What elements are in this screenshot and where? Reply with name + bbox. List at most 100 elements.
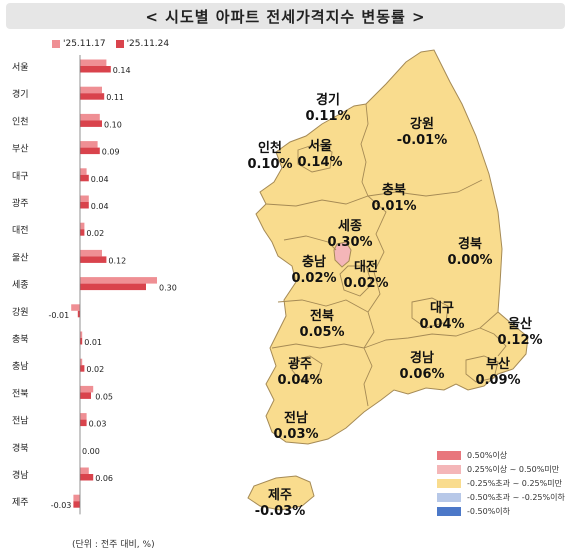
bar-curr — [80, 419, 87, 427]
map-region-value-seoul: 0.14% — [297, 155, 342, 170]
map-legend-item: -0.50%초과 ~ -0.25%이하 — [437, 490, 565, 504]
bar-curr — [80, 365, 85, 372]
border-busan — [465, 355, 499, 383]
data-label: 0.00 — [82, 447, 100, 456]
map-region-value-busan: 0.09% — [475, 373, 520, 388]
unit-note: (단위 : 전주 대비, %) — [72, 540, 155, 550]
legend-label-prev: '25.11.17 — [63, 39, 106, 49]
bar-curr — [80, 202, 89, 209]
map-legend-label: 0.50%이상 — [467, 450, 508, 460]
map-legend-swatch — [437, 450, 461, 460]
map-region-sejong — [333, 241, 352, 268]
border-gyeonggi-gangwon — [360, 103, 369, 197]
bar-legend: '25.11.17 '25.11.24 — [52, 39, 169, 49]
map-legend-label: -0.25%초과 ~ 0.25%미만 — [467, 478, 562, 488]
bar-prev — [80, 385, 94, 393]
data-label: -0.01 — [48, 311, 69, 320]
legend-label-curr: '25.11.24 — [126, 39, 170, 49]
bar-curr — [73, 501, 80, 508]
map-region-name-sejong: 세종 — [338, 219, 362, 234]
map-region-value-gyeongbuk: 0.00% — [447, 253, 492, 268]
data-label: 0.11 — [106, 93, 124, 102]
map-region-value-ulsan: 0.12% — [497, 333, 542, 348]
map-legend-label: -0.50%초과 ~ -0.25%이하 — [467, 492, 565, 502]
category-label: 인천 — [12, 116, 29, 127]
legend-swatch-curr — [115, 40, 124, 48]
category-label: 경기 — [12, 88, 29, 100]
category-label: 충북 — [12, 334, 29, 345]
map-region-value-gangwon: -0.01% — [397, 133, 448, 148]
map-region-name-gyeonggi: 경기 — [316, 92, 340, 108]
category-label: 세종 — [12, 280, 29, 291]
data-label: 0.01 — [84, 338, 102, 347]
bar-prev — [80, 222, 85, 230]
bar-prev — [80, 331, 83, 338]
map-legend-swatch — [437, 506, 461, 516]
category-label: 경남 — [12, 469, 29, 481]
map-region-value-jeju: -0.03% — [255, 504, 306, 519]
data-label: 0.10 — [104, 120, 122, 129]
bar-prev — [80, 86, 102, 94]
border-gyeongnam-jeonnam — [363, 347, 373, 407]
map-region-name-daejeon: 대전 — [354, 259, 378, 275]
bar-prev — [80, 195, 89, 202]
map-region-name-chungbuk: 충북 — [382, 182, 406, 198]
border-chungnam-chungbuk — [283, 235, 337, 251]
border-ulsan — [479, 327, 507, 357]
map-region-name-jeonbuk: 전북 — [310, 308, 334, 324]
border-seoul — [297, 143, 333, 173]
map-region-name-daegu: 대구 — [430, 301, 454, 316]
map-region-value-gyeonggi: 0.11% — [305, 109, 350, 124]
bar-curr — [80, 256, 107, 263]
data-label: -0.03 — [51, 501, 72, 510]
map-legend-item: 0.25%이상 ~ 0.50%미만 — [437, 462, 565, 476]
map-legend: 0.50%이상 0.25%이상 ~ 0.50%미만 -0.25%초과 ~ 0.25%… — [437, 448, 565, 518]
bar-curr — [80, 392, 91, 399]
map-region-name-busan: 부산 — [486, 356, 510, 372]
category-label: 강원 — [12, 307, 29, 318]
map-region-name-gwangju: 광주 — [288, 357, 312, 372]
map-region-value-daejeon: 0.02% — [343, 276, 388, 291]
bar-prev — [80, 358, 83, 366]
map-legend-swatch — [437, 492, 461, 502]
bar-curr — [80, 174, 89, 182]
legend-swatch-prev — [52, 40, 60, 48]
category-label: 전남 — [12, 416, 29, 427]
bar-chart: 서울 0.14 경기 0.11 인천 0.10 부산 0.09 대구 0.04 광주 0.04 대전 0.… — [12, 55, 177, 515]
category-label: 제주 — [12, 497, 29, 508]
map-region-name-jeju: 제주 — [268, 488, 292, 503]
map-legend-item: 0.50%이상 — [437, 448, 565, 462]
map-legend-swatch — [437, 478, 461, 488]
bar-curr — [80, 93, 105, 100]
data-label: 0.09 — [102, 148, 120, 157]
map-region-name-incheon: 인천 — [258, 140, 282, 156]
map-borders — [265, 103, 507, 407]
map-region-name-seoul: 서울 — [308, 138, 332, 154]
border-daejeon — [339, 265, 373, 297]
bar-prev — [80, 277, 157, 284]
map-region-name-gyeongbuk: 경북 — [458, 236, 482, 252]
data-label: 0.04 — [91, 175, 109, 184]
category-label: 경북 — [12, 442, 29, 454]
border-jeonbuk — [277, 299, 375, 349]
chart-title: < 시도별 아파트 전세가격지수 변동률 > — [6, 3, 565, 29]
bar-prev — [80, 141, 98, 148]
map-region-value-jeonbuk: 0.05% — [299, 325, 344, 340]
bar-prev — [80, 113, 100, 121]
map-legend-label: -0.50%이하 — [467, 506, 511, 516]
border-chungbuk-gyeongbuk — [367, 195, 387, 313]
data-label: 0.06 — [95, 474, 113, 483]
data-label: 0.30 — [159, 284, 177, 293]
bar-prev — [71, 304, 80, 311]
category-label: 전북 — [12, 388, 29, 399]
map-region-jeju — [247, 475, 315, 511]
map-region-name-gyeongnam: 경남 — [410, 350, 434, 366]
map-region-name-chungnam: 충남 — [302, 254, 326, 270]
map-region-name-ulsan: 울산 — [508, 316, 532, 332]
category-label: 서울 — [12, 62, 29, 73]
legend-item-curr: '25.11.24 — [115, 39, 170, 49]
map-region-value-chungnam: 0.02% — [291, 271, 336, 286]
bar-curr — [80, 338, 83, 345]
map-legend-label: 0.25%이상 ~ 0.50%미만 — [467, 464, 560, 474]
bar-prev — [80, 168, 87, 175]
